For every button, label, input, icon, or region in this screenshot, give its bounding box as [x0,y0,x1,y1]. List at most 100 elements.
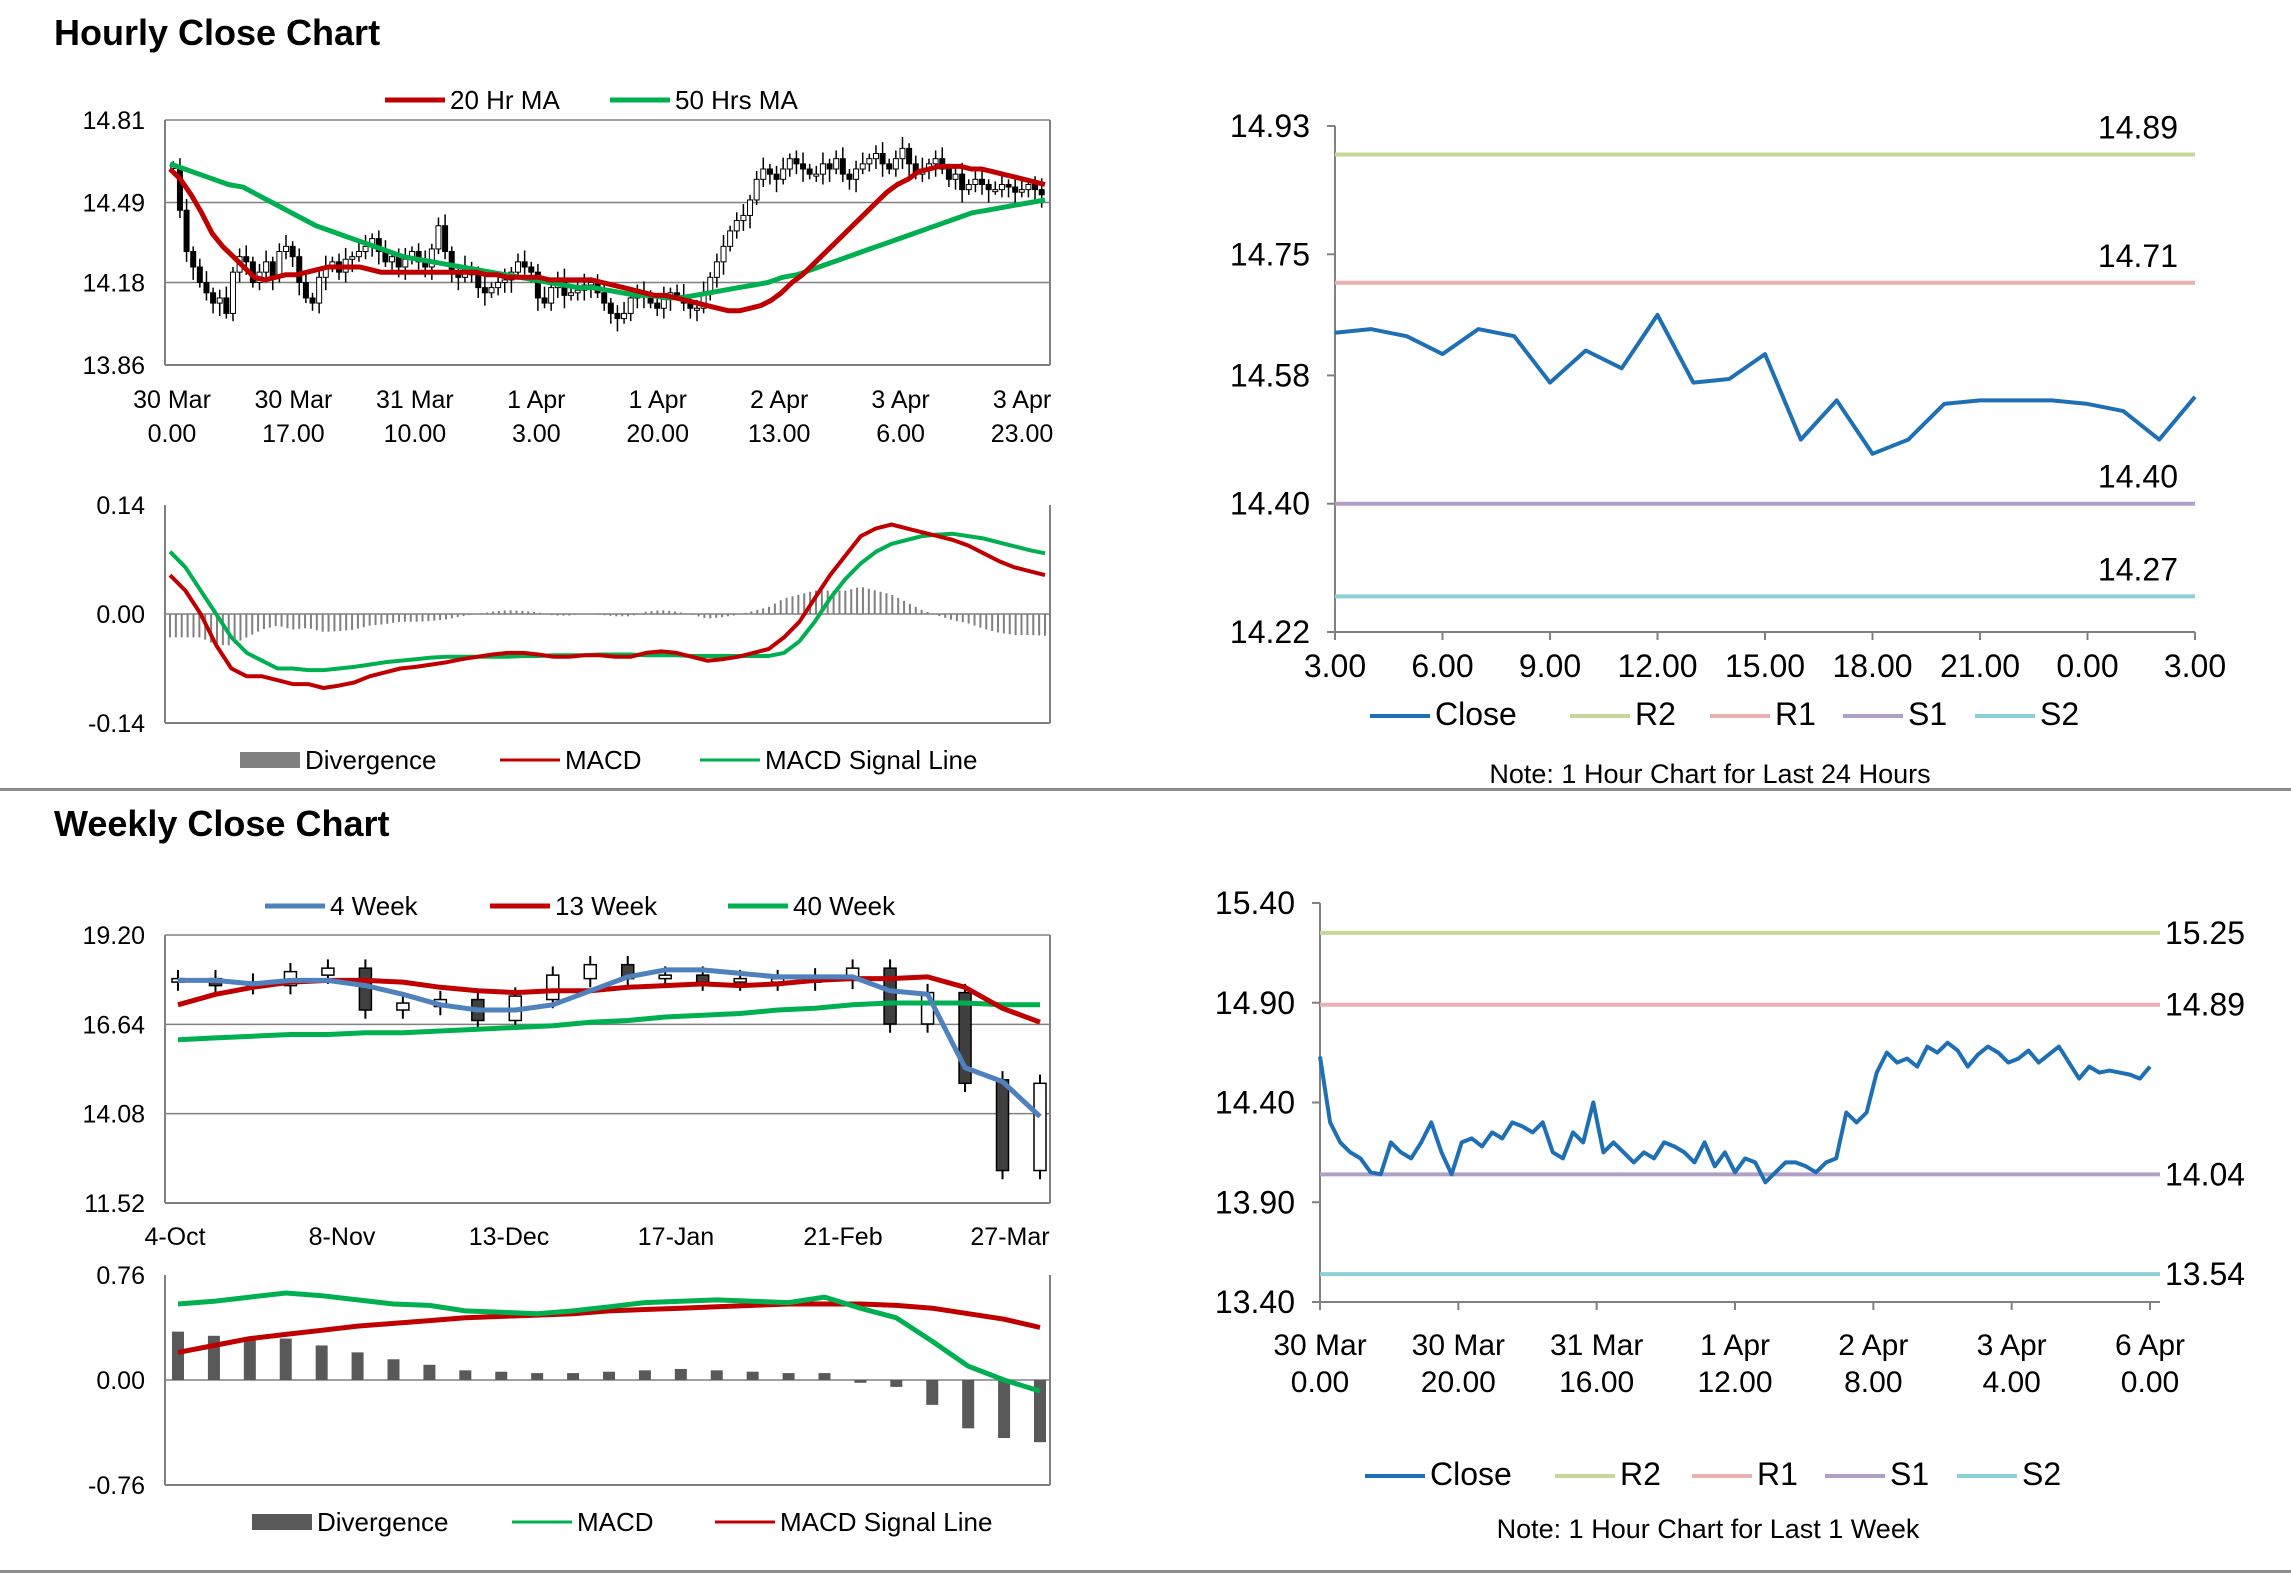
hourly-candle-body [998,183,1005,191]
hourly-candle-body [568,292,575,296]
hourly-ytick-label: 14.18 [82,269,145,297]
close1w-close-line [1318,1040,2152,1185]
weekly-xtick-label: 4-Oct [144,1223,205,1251]
hourly-candle-body [866,158,873,165]
hourly-xtick-label: 6.00 [876,420,925,448]
close1w-xtick-label: 16.00 [1559,1366,1634,1399]
weekly-candle-body [883,967,897,1025]
weekly-macd-ytick-label: 0.00 [96,1367,145,1395]
weekly-divergence-bar [638,1370,651,1380]
hourly-candle-body [289,245,296,258]
hourly-candle-body [243,256,250,263]
weekly-candle-body [658,974,672,980]
hourly-candle-body [428,248,435,268]
hourly-candle-body [740,214,747,222]
weekly-candle-body [396,1002,410,1011]
hourly-candle-body [786,158,793,170]
weekly-xtick-label: 8-Nov [309,1223,376,1251]
hourly-candle-body [442,225,449,253]
hourly-candle-body [800,163,807,170]
hourly-xtick-label: 1 Apr [629,386,687,414]
close24-xtick-label: 15.00 [1725,648,1805,684]
legend-weekly-macd-label: MACD [577,1507,654,1537]
close1w-level-label-s2: 13.54 [2165,1256,2245,1292]
hourly-candle-body [435,225,442,250]
hourly-candle-body [196,266,203,283]
legend-hourly-divergence-label: Divergence [305,745,437,775]
legend-close1w-r1-label: R1 [1757,1456,1798,1492]
hourly-xtick-label: 3 Apr [871,386,929,414]
hourly-candle-body [349,256,356,260]
legend-close24-r1-label: R1 [1775,696,1816,732]
weekly-ytick-label: 11.52 [84,1190,145,1218]
hourly-candle-body [886,163,893,170]
weekly-divergence-bar [351,1352,364,1380]
close1w-ytick-label: 14.90 [1215,985,1295,1021]
hourly-xtick-label: 20.00 [626,420,689,448]
hourly-candle-body [528,266,535,273]
hourly-candle-body [402,258,409,268]
legend-weekly-signal-label: MACD Signal Line [780,1507,992,1537]
close24-ytick-label: 14.58 [1230,357,1310,393]
legend-50hr-ma-label: 50 Hrs MA [675,85,798,115]
weekly-section-title: Weekly Close Chart [54,803,390,844]
legend-4-week-label: 4 Week [330,891,419,921]
hourly-candle-body [979,178,986,185]
weekly-ytick-label: 19.20 [82,922,145,950]
weekly-divergence-bar [567,1373,580,1380]
weekly-candle-body [695,974,710,983]
hourly-candle-body [945,168,952,180]
hourly-ma20-line [168,163,1046,314]
weekly-4wk-line [178,967,1042,1119]
hourly-candle-body [283,245,290,253]
bottom-divider [0,1570,2291,1573]
weekly-ytick-label: 16.64 [82,1011,145,1039]
hourly-candle-body [826,163,833,170]
hourly-candle-body [819,163,826,175]
weekly-divergence-bar [674,1368,687,1380]
hourly-xtick-label: 2 Apr [750,386,808,414]
close24-ytick-label: 14.40 [1230,486,1310,522]
hourly-candle-body [534,271,541,299]
hourly-xtick-label: 0.00 [148,420,197,448]
weekly-40wk-line [177,1000,1040,1043]
hourly-candle-body [190,251,197,268]
weekly-candle-body [995,1079,1010,1172]
hourly-candle-body [760,168,767,180]
hourly-candle-body [959,173,966,191]
hourly-xtick-label: 13.00 [748,420,811,448]
close1w-ytick-label: 14.40 [1215,1085,1295,1121]
hourly-candle-body [541,297,548,304]
weekly-candle-body [583,963,598,980]
legend-close1w-r2-label: R2 [1620,1456,1661,1492]
legend-hourly-divergence-swatch [240,752,300,768]
weekly-divergence-bar [926,1380,939,1405]
close1w-level-label-s1: 14.04 [2165,1156,2245,1192]
hourly-candle-body [793,158,800,165]
hourly-macd-signal-line [168,531,1046,673]
hourly-candle-body [727,230,734,247]
hourly-ma50-line [169,161,1046,301]
hourly-candle-body [753,178,760,201]
hourly-candle-body [183,209,190,253]
hourly-candle-body [229,271,236,314]
legend-weekly-divergence-swatch [252,1514,312,1530]
weekly-candle-body [321,967,335,976]
hourly-xtick-label: 10.00 [384,420,447,448]
legend-hourly-macd-label: MACD [565,745,642,775]
weekly-divergence-bar [603,1371,615,1380]
weekly-divergence-bar [962,1380,975,1429]
close1w-xtick-label: 12.00 [1697,1366,1772,1399]
close1w-ytick-label: 13.90 [1215,1184,1295,1220]
weekly-divergence-bar [854,1380,867,1383]
hourly-candle-body [747,199,754,216]
weekly-divergence-bar [782,1373,795,1380]
hourly-candle-body [263,261,270,273]
close1w-xtick-label: 0.00 [1291,1366,1349,1399]
hourly-xtick-label: 17.00 [262,420,325,448]
hourly-macd-line [168,522,1046,690]
hourly-candle-body [839,158,846,175]
hourly-candle-body [833,158,840,170]
close1w-level-label-r2: 15.25 [2165,915,2245,951]
hourly-candle-body [1012,186,1019,193]
